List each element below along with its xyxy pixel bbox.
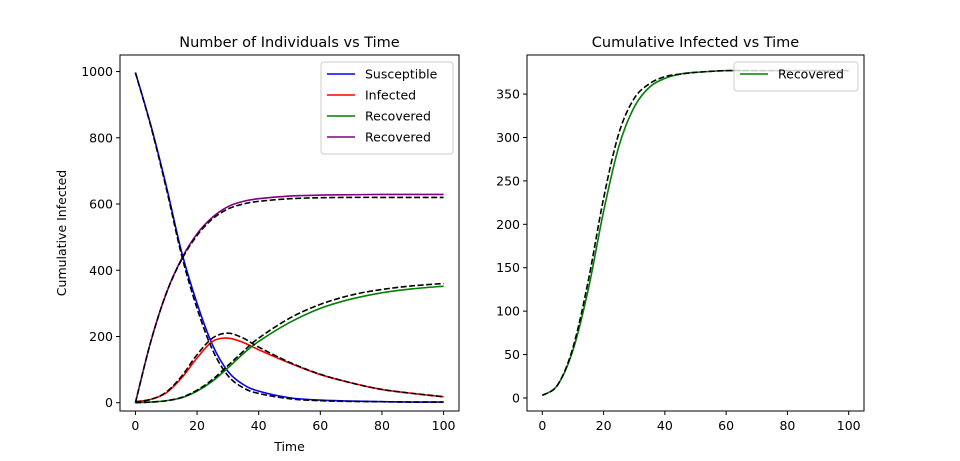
right-axes-frame (526, 54, 865, 412)
right-y-tick-label: 300 (496, 130, 520, 145)
left-x-axis-label: Time (273, 439, 305, 454)
left-legend-label: Susceptible (365, 67, 438, 82)
left-legend-label: Recovered (365, 109, 431, 124)
right-x-tick-label: 40 (657, 418, 673, 433)
left-x-tick-label: 80 (374, 418, 390, 433)
left-series-recovered-3 (134, 193, 444, 403)
left-dashed-fit-line-5 (135, 332, 444, 403)
left-x-tick-label: 20 (189, 418, 205, 433)
right-y-tick-label: 100 (496, 304, 520, 319)
right-y-tick-label: 0 (512, 390, 520, 405)
right-x-tick-label: 80 (779, 418, 795, 433)
left-legend: Susceptible Infected Recovered Recovered (320, 61, 454, 155)
left-x-tick-label: 100 (432, 418, 456, 433)
left-y-axis-label: Cumulative Infected (54, 170, 69, 296)
right-panel: Cumulative Infected vs Time 0 20 40 60 80 100… (496, 35, 865, 433)
left-dashed-fit-line-4 (134, 72, 444, 403)
left-y-tick-label: 400 (89, 263, 113, 278)
left-legend-label: Infected (365, 88, 416, 103)
left-legend-label: Recovered (365, 130, 431, 145)
left-y-tick-label: 600 (89, 197, 113, 212)
left-title: Number of Individuals vs Time (179, 35, 400, 51)
left-panel: Number of Individuals vs Time 0 20 40 60 80 1… (54, 35, 460, 454)
right-y-tick-label: 350 (496, 87, 520, 102)
right-y-tick-label: 250 (496, 173, 520, 188)
left-y-tick-label: 200 (89, 329, 113, 344)
right-x-tick-label: 100 (837, 418, 861, 433)
left-x-tick-label: 40 (251, 418, 267, 433)
left-y-tick-label: 0 (105, 395, 113, 410)
left-legend-box (320, 61, 454, 155)
right-x-ticks: 0 20 40 60 80 100 (538, 411, 861, 433)
right-legend-label: Recovered (778, 67, 844, 82)
left-y-tick-label: 1000 (81, 64, 113, 79)
right-y-tick-label: 50 (504, 347, 520, 362)
right-y-ticks: 0 50 100 150 200 250 300 350 (496, 87, 527, 405)
left-x-tick-label: 60 (312, 418, 328, 433)
right-x-tick-label: 20 (596, 418, 612, 433)
left-dashed-fit-line-6 (135, 282, 444, 404)
left-y-tick-label: 800 (89, 130, 113, 145)
right-title: Cumulative Infected vs Time (592, 35, 800, 51)
right-y-tick-label: 200 (496, 217, 520, 232)
left-x-ticks: 0 20 40 60 80 100 (131, 411, 456, 433)
right-x-tick-label: 0 (538, 418, 546, 433)
left-x-tick-label: 0 (131, 418, 139, 433)
left-axes-frame (119, 54, 460, 412)
right-legend: Recovered (733, 61, 859, 92)
right-legend-box (733, 61, 859, 92)
right-x-tick-label: 60 (718, 418, 734, 433)
left-y-ticks: 0 200 400 600 800 1000 (81, 64, 120, 410)
right-y-tick-label: 150 (496, 260, 520, 275)
left-lines (134, 72, 444, 404)
left-dashed-fit-line-7 (134, 196, 444, 403)
